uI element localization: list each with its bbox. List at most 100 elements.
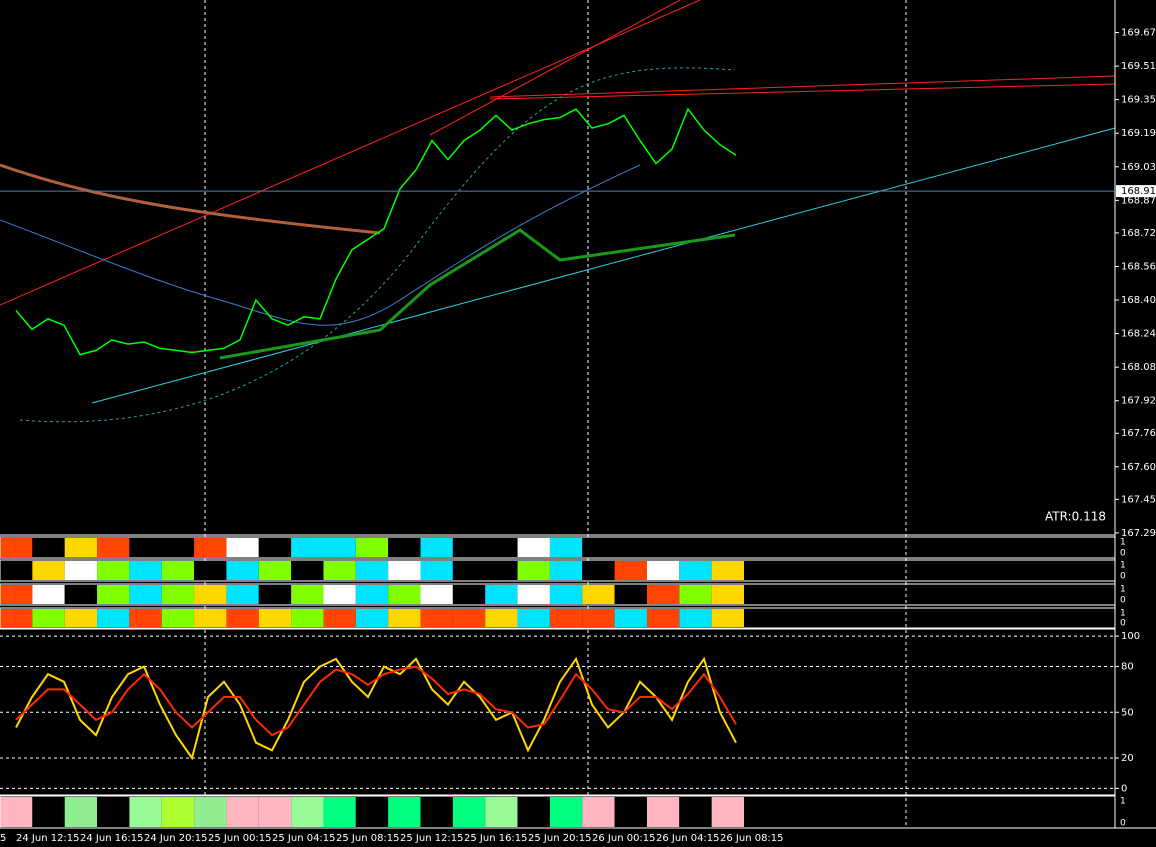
strip-cell	[355, 538, 389, 557]
strip-cell	[64, 609, 98, 627]
moving-average	[219, 228, 736, 360]
strip-cell	[323, 538, 356, 557]
strip-cell	[32, 561, 65, 580]
strip-cell	[679, 797, 712, 827]
x-tick-label: 26 Jun 08:15	[720, 833, 784, 844]
strip-cell	[355, 609, 389, 627]
strip-cell	[549, 585, 583, 604]
strip-cell	[226, 538, 259, 557]
strip-cell	[129, 538, 162, 557]
y-tick-label: 168.875	[1121, 195, 1156, 206]
strip-cell	[291, 797, 324, 827]
y-tick-label: 20	[1121, 753, 1134, 764]
y-tick-label: 168.240	[1121, 329, 1156, 340]
strip-cell	[258, 585, 292, 604]
trend-line	[91, 127, 1116, 404]
y-tick-label: 50	[1121, 707, 1134, 718]
trend-lines	[0, 0, 1116, 423]
separators	[204, 0, 907, 828]
strip-cell	[388, 561, 421, 580]
strip-cell	[388, 609, 421, 627]
strip-cell	[679, 538, 712, 557]
strip-cell	[614, 538, 647, 557]
strip-cell	[646, 585, 680, 604]
strip-cell	[582, 585, 615, 604]
strip-cell	[614, 609, 647, 627]
strip-cell	[711, 561, 744, 580]
strip-cell	[226, 609, 259, 627]
strip-cell	[323, 797, 356, 827]
strip-cell	[646, 797, 680, 827]
strip-cell	[517, 538, 550, 557]
y-tick-label: 169.515	[1121, 61, 1156, 72]
strip-cell	[420, 538, 453, 557]
strip-cell	[485, 561, 518, 580]
strip-cell	[582, 561, 615, 580]
strip-cell	[161, 561, 195, 580]
strip-cell	[129, 609, 162, 627]
strip-cell	[0, 561, 33, 580]
strip-cell	[97, 609, 130, 627]
strip-cell	[64, 797, 98, 827]
strip-cell	[258, 609, 292, 627]
strip-cell	[517, 797, 550, 827]
strip-cell	[355, 561, 389, 580]
y-tick-label: 1	[1120, 797, 1126, 807]
y-tick-label: 1	[1120, 609, 1126, 619]
strip-cell	[711, 585, 744, 604]
strip-cell	[711, 797, 744, 827]
y-tick-label: 100	[1121, 631, 1140, 642]
strip-cell	[97, 561, 130, 580]
y-tick-label: 0	[1120, 819, 1126, 829]
y-tick-label: 168.400	[1121, 295, 1156, 306]
strip-cell	[64, 538, 98, 557]
strip-cell	[0, 585, 33, 604]
x-tick-label: 25 Jun 00:15	[208, 833, 272, 844]
strip-cell	[614, 585, 647, 604]
strip-cell	[582, 609, 615, 627]
x-tick-label: 25 Jun 16:15	[464, 833, 528, 844]
x-tick-label: 24 Jun 16:15	[80, 833, 144, 844]
strip-cell	[679, 585, 712, 604]
strip-cell	[323, 561, 356, 580]
y-tick-label: 0	[1121, 783, 1127, 794]
strip-cell	[97, 538, 130, 557]
strip-cell	[194, 609, 227, 627]
y-tick-label: 168.560	[1121, 261, 1156, 272]
y-tick-label: 169.195	[1121, 128, 1156, 139]
strip-cell	[258, 797, 292, 827]
strip-cell	[388, 538, 421, 557]
strip-cell	[646, 609, 680, 627]
y-tick-label: 169.355	[1121, 95, 1156, 106]
strip-cell	[679, 609, 712, 627]
strip-cell	[582, 797, 615, 827]
strip-cell	[420, 585, 453, 604]
x-tick-label: 25 Jun 20:15	[528, 833, 592, 844]
strip-cell	[582, 538, 615, 557]
strip-frame	[0, 559, 1116, 582]
strip-cell	[291, 609, 324, 627]
y-tick-label: 0	[1120, 549, 1126, 559]
strip-frame	[0, 583, 1116, 606]
strip-cell	[452, 561, 486, 580]
strip-cell	[323, 585, 356, 604]
x-tick-label: 24 Jun 12:15	[16, 833, 80, 844]
strip-cell	[614, 797, 647, 827]
series-line	[15, 107, 737, 356]
strip-cell	[452, 609, 486, 627]
strip-cell	[452, 585, 486, 604]
y-tick-label: 168.080	[1121, 362, 1156, 373]
y-tick-label: 0	[1120, 619, 1126, 629]
strip-cell	[291, 585, 324, 604]
strip-cell	[388, 797, 421, 827]
x-tick-label: 26 Jun 04:15	[656, 833, 720, 844]
strip-cell	[485, 585, 518, 604]
strip-cell	[194, 561, 227, 580]
y-tick-label: 0	[1120, 572, 1126, 582]
strip-cell	[517, 585, 550, 604]
strip-cell	[549, 538, 583, 557]
moving-average	[0, 164, 641, 326]
x-tick-label: 24 Jun 20:15	[144, 833, 208, 844]
strip-cell	[129, 797, 162, 827]
